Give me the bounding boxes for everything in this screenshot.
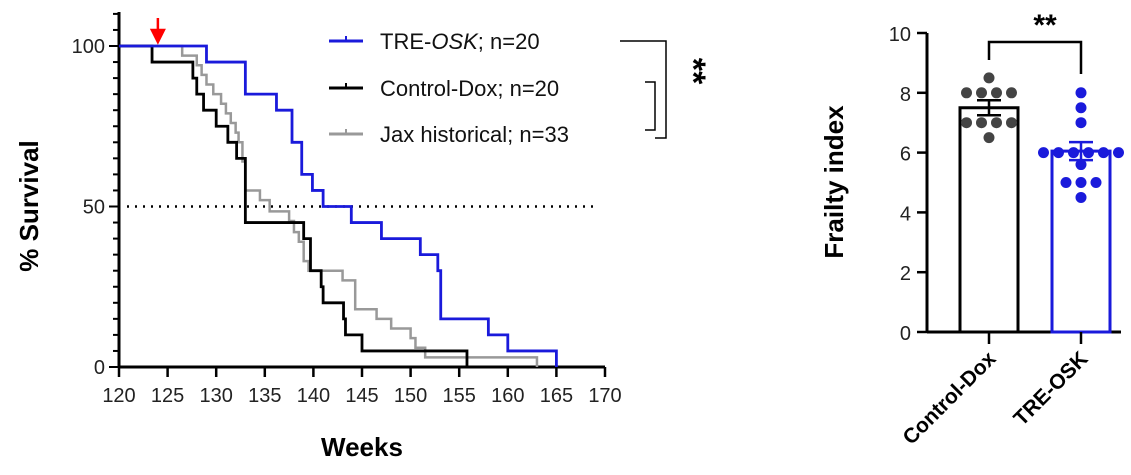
data-point [1075,177,1087,188]
data-point [983,132,995,144]
data-point [991,117,1002,129]
data-point [1075,117,1087,129]
data-point [1006,117,1017,129]
x-tick-label: 125 [151,385,184,407]
data-point [976,87,987,99]
data-point [1075,159,1087,171]
legend-label-2: Jax historical; n=33 [380,122,569,147]
x-tick-label: 130 [200,385,233,407]
data-point [961,117,972,129]
red-arrow-marker [149,18,166,45]
frailty-chart: Frailty index ** 0 2 4 6 8 10 Control-Dox TRE-O… [819,9,1124,449]
data-point [1006,87,1017,99]
x-tick-label: 145 [345,385,378,407]
y-tick-label: 0 [900,323,911,345]
data-point [991,87,1002,99]
significance-bracket-outer [620,40,667,139]
significance-bracket [987,40,1083,74]
data-point [1038,147,1049,159]
data-point [1060,177,1072,188]
y-tick-label: 0 [94,357,105,379]
legend-label-1: Control-Dox; n=20 [380,76,559,101]
data-point [1075,191,1087,203]
y-tick-label: 2 [900,263,911,285]
x-category-label: TRE-OSK [1009,347,1092,430]
survival-curve-2 [119,44,539,367]
y-tick-label: 100 [72,36,105,58]
survival-curve-1 [119,44,469,367]
y-tick-label: 4 [900,203,911,225]
data-point [1113,147,1124,159]
data-point [1090,177,1102,188]
data-point [983,72,995,84]
survival-y-label: % Survival [14,140,44,272]
legend-label-0: TRE-OSK; n=20 [380,29,540,54]
survival-significance: ** [674,58,712,85]
data-point [1068,147,1079,159]
x-tick-label: 165 [540,385,573,407]
survival-x-label: Weeks [321,432,403,462]
x-tick-label: 150 [394,385,427,407]
x-tick-label: 170 [588,385,621,407]
x-tick-label: 155 [443,385,476,407]
data-point [1075,102,1087,114]
legend-italic: OSK [431,29,479,54]
x-tick-label: 140 [297,385,330,407]
data-point [976,117,987,129]
data-point [961,87,972,99]
data-point [1083,147,1094,159]
survival-chart: % Survival Weeks ** 0 50 100 120 125 130 135 14… [14,12,712,462]
y-tick-label: 50 [83,197,105,219]
y-tick-label: 8 [900,84,911,106]
x-tick-label: 135 [248,385,281,407]
y-tick-label: 10 [889,24,911,46]
x-tick-label: 120 [102,385,135,407]
x-category-label: Control-Dox [898,347,1000,449]
significance-bracket-inner [645,81,656,131]
frailty-significance: ** [1033,9,1057,42]
x-tick-label: 160 [491,385,524,407]
data-point [1053,147,1064,159]
y-tick-label: 6 [900,144,911,166]
error-bar-0 [977,99,1001,117]
data-point [1075,87,1087,99]
legend-prefix: TRE- [380,29,431,54]
data-point [1098,147,1109,159]
legend-suffix: ; n=20 [478,29,540,54]
survival-curve-0 [119,44,558,367]
frailty-y-label: Frailty index [819,105,849,259]
